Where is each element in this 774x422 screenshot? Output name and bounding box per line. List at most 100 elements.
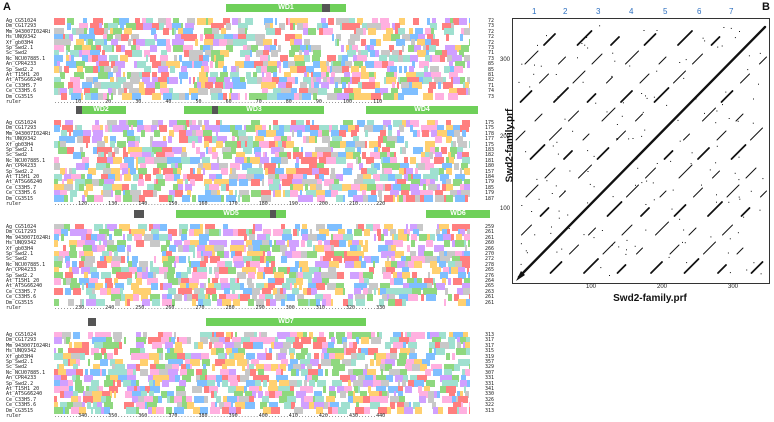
- species-label: At_T15H1_20: [6, 174, 40, 180]
- repeat-segment: [569, 244, 579, 255]
- repeat-segment: [740, 73, 750, 84]
- noise-dot: [616, 124, 618, 125]
- main-diagonal: [517, 25, 767, 279]
- alignment-row: Sc_Swd2 182: [6, 151, 494, 159]
- noise-dot: [589, 183, 591, 185]
- repeat-segment: [539, 73, 549, 84]
- noise-dot: [684, 242, 686, 244]
- species-label: At_T15H1_20: [6, 72, 40, 78]
- noise-dot: [540, 65, 542, 67]
- sequence-position: 307: [484, 369, 494, 376]
- species-label: Dm_CG3515: [6, 195, 34, 202]
- alignment-row: At_AT5G66240 82: [6, 76, 494, 84]
- noise-dot: [634, 245, 636, 247]
- alignment-row: An_CPR4233 265: [6, 266, 494, 274]
- wd-domain-label: WD4: [414, 106, 430, 113]
- sequence-position: 177: [484, 136, 494, 143]
- repeat-segment: [576, 30, 593, 46]
- noise-dot: [572, 130, 574, 132]
- noise-dot: [683, 229, 685, 231]
- sequence-position: 182: [484, 152, 494, 159]
- sequence-position: 72: [487, 18, 494, 24]
- domain-boundary-mark: [134, 210, 144, 218]
- repeat-segment: [722, 224, 733, 236]
- sequence-track: [54, 189, 470, 197]
- noise-dot: [550, 232, 552, 234]
- alignment-row: Xf_gb03H4 319: [6, 353, 494, 361]
- alignment-block: WD1 Ag_CG51024 72 Dm_CG17293 73 Mm_943007I024…: [6, 4, 494, 105]
- sequence-track: [54, 363, 470, 371]
- alignment-ruler: ruler .......230.......240.......250.....…: [6, 304, 494, 312]
- repeat-segment: [606, 76, 613, 84]
- species-label: At_AT5G66240: [6, 283, 43, 290]
- sequence-track: [54, 162, 470, 170]
- column-number: 6: [697, 7, 702, 16]
- sequence-track: [54, 82, 470, 90]
- diagonal-arrowhead: [516, 271, 525, 281]
- noise-dot: [617, 138, 619, 140]
- sequence-position: 266: [484, 245, 494, 252]
- noise-dot: [737, 232, 739, 234]
- noise-dot: [682, 241, 683, 243]
- repeat-segment: [543, 33, 556, 46]
- alignment-row: Mm_943007I024Rik 317: [6, 342, 494, 350]
- repeat-segment: [602, 241, 616, 255]
- repeat-segment: [693, 187, 703, 198]
- noise-dot: [723, 27, 725, 28]
- noise-dot: [646, 180, 648, 182]
- alignment-row: Sp_Swd2.1 73: [6, 44, 494, 52]
- sequence-track: [54, 390, 470, 398]
- noise-dot: [728, 201, 730, 203]
- repeat-segment: [519, 90, 533, 103]
- sequence-position: 179: [484, 179, 494, 186]
- noise-dot: [727, 252, 729, 254]
- noise-dot: [683, 77, 685, 79]
- sequence-track: [54, 124, 470, 132]
- sequence-track: [54, 87, 470, 95]
- repeat-segment: [521, 224, 532, 236]
- domain-boundary-mark: [76, 106, 82, 114]
- noise-dot: [752, 122, 754, 124]
- sequence-position: 272: [484, 256, 494, 263]
- noise-dot: [672, 189, 674, 191]
- domain-boundary-mark: [270, 210, 276, 218]
- sequence-track: [54, 282, 470, 290]
- sequence-position: 278: [484, 261, 494, 268]
- noise-dot: [701, 184, 702, 186]
- sequence-track: [54, 396, 470, 404]
- sequence-track: [54, 239, 470, 247]
- repeat-segment: [697, 147, 710, 160]
- sequence-track: [54, 76, 470, 84]
- alignment-row: Hs_UNQ9342 72: [6, 33, 494, 41]
- alignment-row: Dm_CG3515 313: [6, 407, 494, 415]
- noise-dot: [568, 228, 570, 229]
- noise-dot: [716, 145, 718, 147]
- species-label: Sp_Swd2.2: [6, 168, 34, 175]
- noise-dot: [759, 209, 761, 211]
- sequence-position: 261: [484, 229, 494, 236]
- sequence-track: [54, 401, 470, 409]
- repeat-segment: [750, 127, 763, 141]
- noise-dot: [636, 158, 638, 160]
- noise-dot: [695, 98, 697, 100]
- species-label: Xf_gb03H4: [6, 245, 34, 252]
- sequence-position: 313: [484, 407, 494, 414]
- repeat-segment: [750, 261, 764, 274]
- noise-dot: [728, 118, 730, 119]
- alignment-row: Xf_gb03H4 72: [6, 39, 494, 47]
- noise-dot: [758, 83, 759, 85]
- noise-dot: [520, 243, 522, 245]
- noise-dot: [538, 198, 540, 200]
- sequence-track: [54, 39, 470, 47]
- species-label: Dm_CG3515: [6, 299, 34, 306]
- sequence-position: 81: [487, 72, 494, 78]
- wd-domain-label: WD5: [223, 210, 239, 217]
- noise-dot: [653, 96, 655, 98]
- sequence-position: 330: [484, 391, 494, 398]
- alignment-row: Nc_NCU07885.1 181: [6, 157, 494, 165]
- repeat-segment: [710, 36, 721, 46]
- sequence-track: [54, 255, 470, 263]
- species-label: At_AT5G66240: [6, 179, 43, 186]
- alignment-row: Dm_CG3515 187: [6, 195, 494, 203]
- sequence-position: 331: [484, 380, 494, 387]
